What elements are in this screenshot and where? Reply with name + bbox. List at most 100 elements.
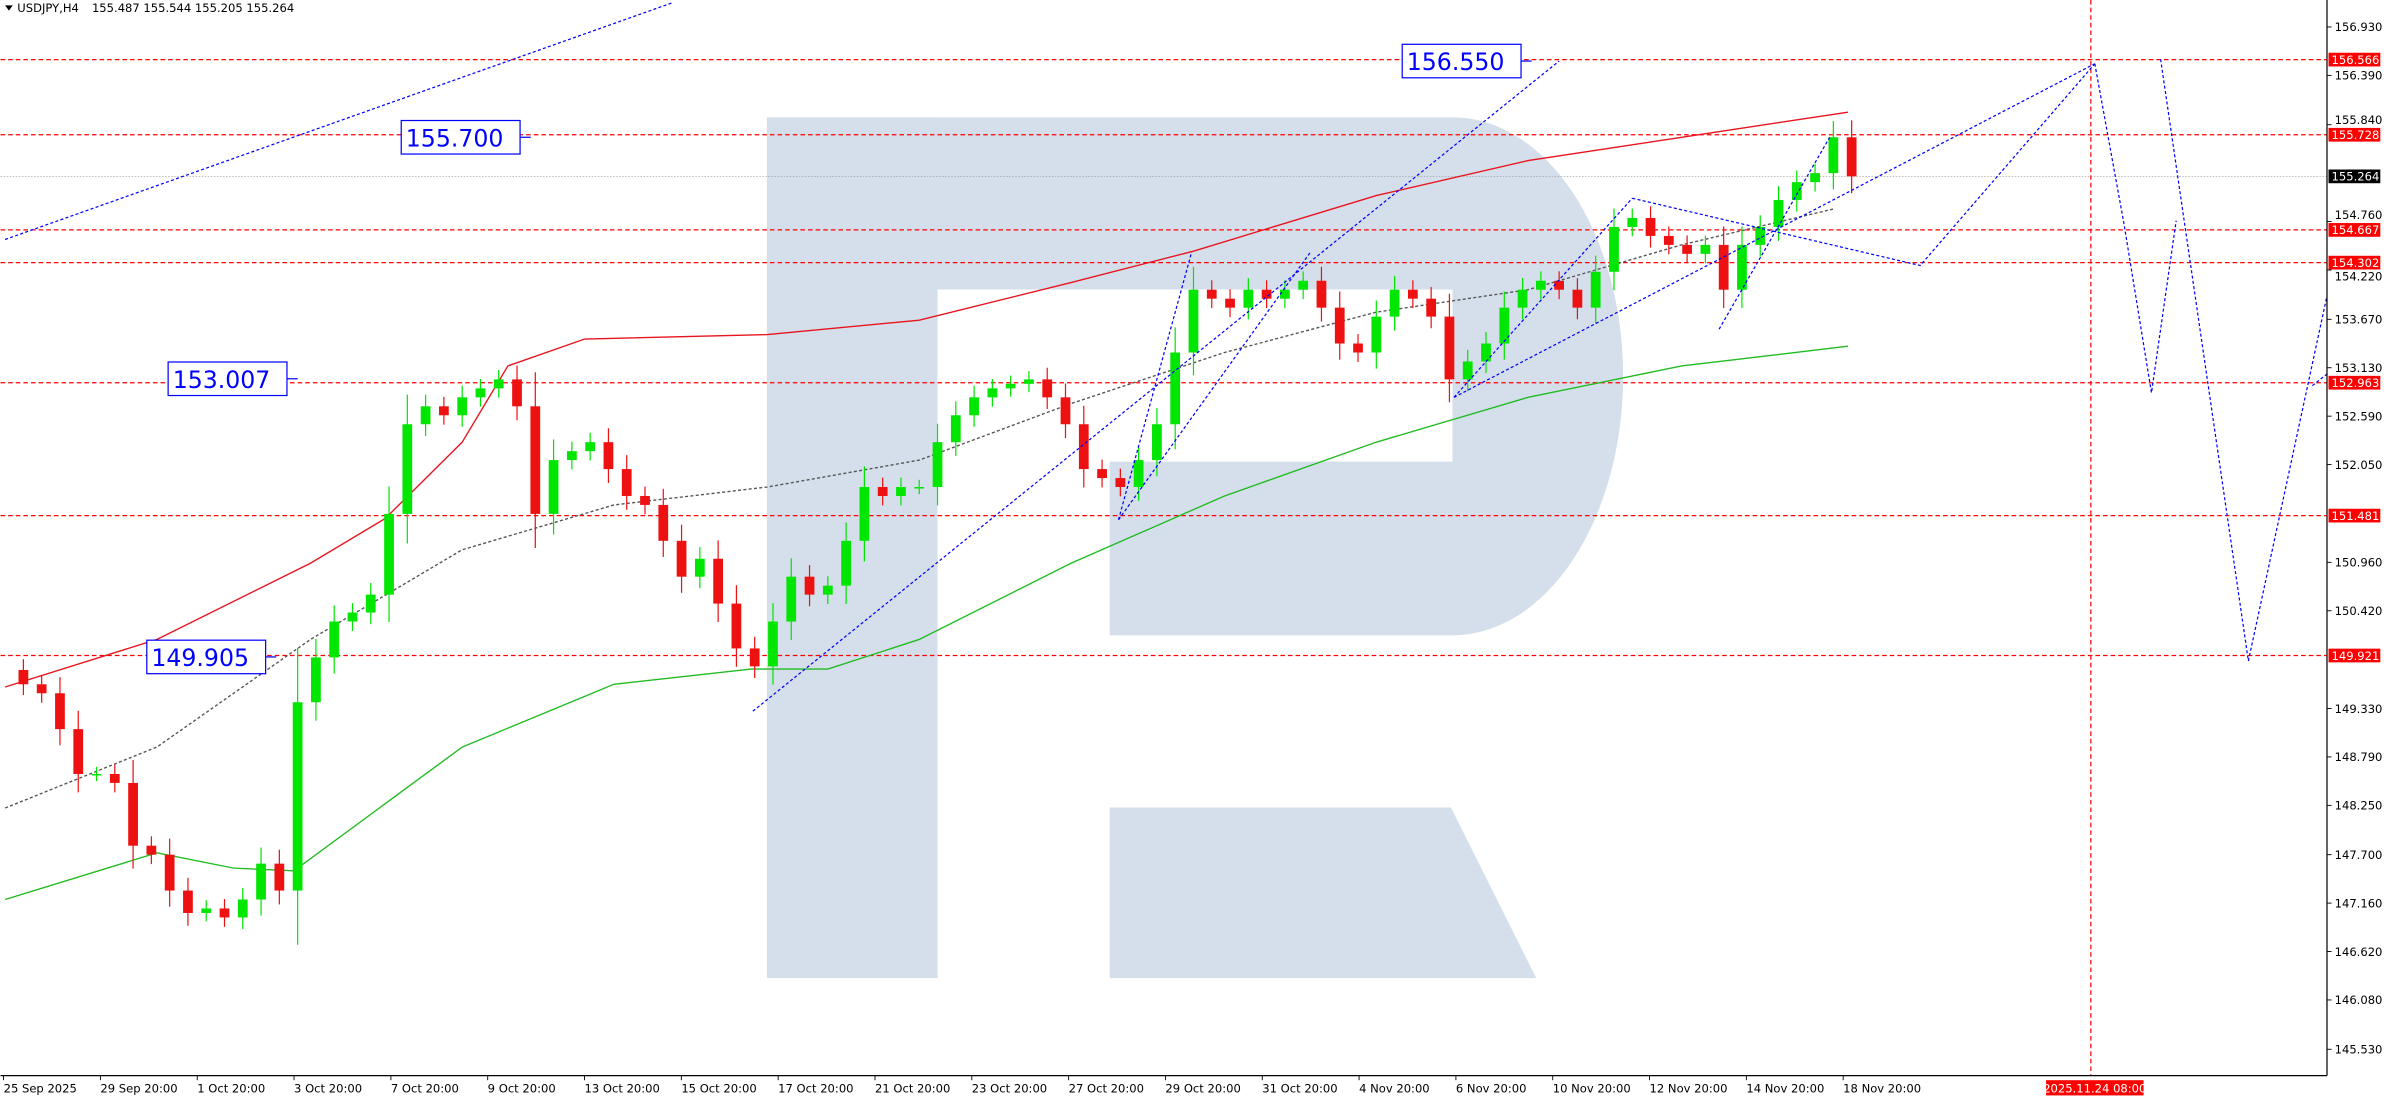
candle-body <box>1170 352 1181 425</box>
level-price-badge <box>2328 255 2381 270</box>
candle-body <box>55 693 65 730</box>
candle <box>566 441 577 470</box>
candle <box>1024 371 1034 393</box>
candle <box>1097 459 1107 488</box>
time-tick-label: 25 Sep 2025 <box>4 1081 77 1095</box>
candle-body <box>676 540 687 577</box>
annotation-box <box>146 639 267 675</box>
time-tick-label: 21 Oct 20:00 <box>875 1081 950 1095</box>
candle <box>1407 280 1418 309</box>
candle-body <box>128 782 138 846</box>
candle-body <box>146 845 157 855</box>
candle-body <box>1663 235 1674 245</box>
candle-body <box>311 657 321 703</box>
forecast-line[interactable] <box>2160 59 2333 662</box>
candle-body <box>694 558 705 577</box>
price-axis[interactable]: 156.930 156.390 155.840 154.760 154.220 153.6… <box>2326 20 2383 1057</box>
candle-body <box>548 460 559 514</box>
candle-body <box>1024 379 1034 384</box>
candle <box>1481 331 1491 374</box>
price-annotation: 156.550 <box>1401 43 1532 79</box>
candle <box>384 486 394 622</box>
candle-body <box>1407 289 1418 299</box>
ma-mid-line <box>4 208 1834 809</box>
time-tick-label: 7 Oct 20:00 <box>391 1081 459 1095</box>
candle <box>932 423 943 506</box>
candle-body <box>1097 469 1107 479</box>
candle <box>1005 375 1016 397</box>
price-annotation: 149.905 <box>146 639 277 675</box>
candle <box>1846 120 1857 194</box>
candle <box>1773 186 1784 241</box>
candle-body <box>347 612 358 622</box>
candle-body <box>603 442 614 470</box>
candle <box>1298 271 1309 300</box>
price-tick-label: 149.330 <box>2335 702 2383 716</box>
candle <box>822 576 833 605</box>
annotation-label: 149.905 <box>151 644 249 672</box>
candle <box>36 674 47 703</box>
time-tick-label: 12 Nov 20:00 <box>1650 1081 1728 1095</box>
forecast-line[interactable] <box>4 2 673 241</box>
candle <box>402 394 413 544</box>
candle-body <box>914 487 925 489</box>
forecast-line[interactable] <box>1453 197 1633 398</box>
candle-body <box>987 388 998 398</box>
candle <box>201 900 212 922</box>
collapse-triangle-icon[interactable] <box>5 5 13 11</box>
candles <box>18 120 1857 945</box>
time-tick-label: 3 Oct 20:00 <box>294 1081 362 1095</box>
candle-body <box>1115 478 1126 488</box>
candle-body <box>658 504 669 541</box>
candle <box>146 836 157 865</box>
candle <box>1663 226 1674 255</box>
candle-body <box>237 899 248 918</box>
forecast-line[interactable] <box>752 60 1560 712</box>
candle-body <box>1499 307 1510 344</box>
candle-body <box>73 729 84 774</box>
level-price-badge <box>2328 223 2381 237</box>
annotation-label: 156.550 <box>1407 48 1505 76</box>
candle <box>311 639 321 721</box>
candle <box>493 369 504 398</box>
forecast-time-badge <box>2046 1080 2144 1096</box>
candle-body <box>932 442 943 488</box>
candle <box>1206 280 1217 309</box>
forecast-line[interactable] <box>1632 63 2096 267</box>
candle <box>1334 291 1345 360</box>
forecast-line[interactable] <box>1117 251 1193 520</box>
candle-body <box>1225 298 1235 308</box>
candle <box>1170 327 1181 450</box>
time-axis[interactable]: 25 Sep 2025 29 Sep 20:00 1 Oct 20:00 3 Oct … <box>3 1075 2147 1096</box>
candle-body <box>950 415 961 443</box>
time-tick-label: 15 Oct 20:00 <box>681 1081 756 1095</box>
price-tick-label: 156.930 <box>2335 20 2383 34</box>
price-tick-label: 148.250 <box>2335 799 2383 813</box>
candle-body <box>713 558 724 604</box>
logo-stem <box>766 117 938 979</box>
candle <box>1718 226 1729 309</box>
candle-body <box>1481 343 1491 362</box>
candle-body <box>1042 379 1053 398</box>
forecast-line[interactable] <box>1718 136 1831 330</box>
trend-drawings[interactable] <box>4 2 2333 712</box>
candle-body <box>1462 361 1473 380</box>
candle-body <box>402 424 413 514</box>
candle <box>896 477 906 506</box>
forecast-line[interactable] <box>1118 251 1311 521</box>
candle <box>1042 367 1053 409</box>
candle <box>109 764 120 793</box>
candle-body <box>1609 226 1619 272</box>
candle <box>1572 278 1583 320</box>
candle-body <box>1554 280 1565 290</box>
candle-body <box>749 648 760 667</box>
candle-body <box>493 379 504 389</box>
candle-body <box>877 487 888 496</box>
price-tick-label: 153.670 <box>2335 313 2383 327</box>
level-price-label: 155.728 <box>2332 128 2380 142</box>
forecast-line[interactable] <box>2094 63 2177 393</box>
candle <box>585 432 596 461</box>
forecast-line[interactable] <box>2311 369 2332 387</box>
price-annotation: 153.007 <box>167 361 298 397</box>
